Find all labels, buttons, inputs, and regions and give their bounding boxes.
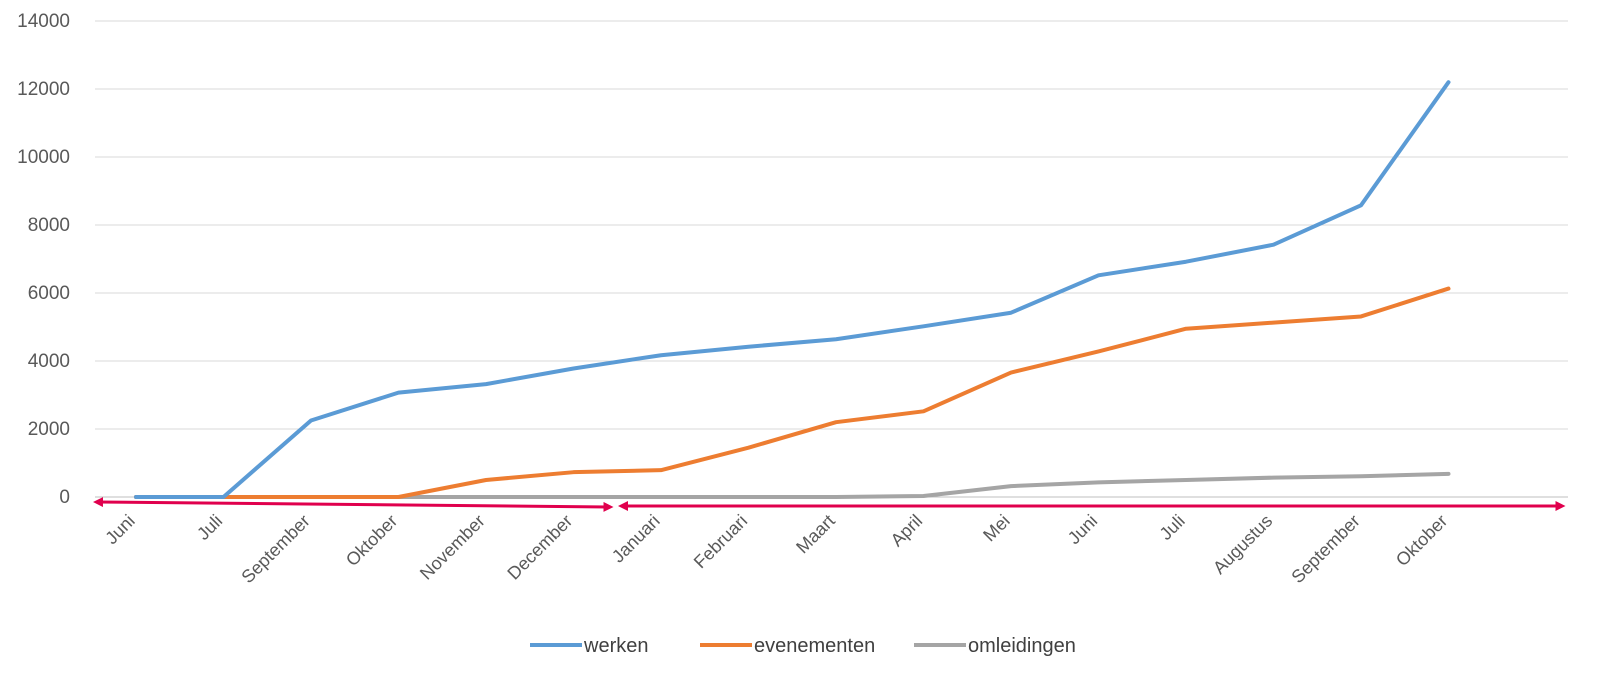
y-tick-label: 10000 [17, 147, 70, 168]
x-tick-label: November [416, 511, 489, 584]
y-tick-label: 14000 [17, 11, 70, 32]
legend-label-werken: werken [583, 635, 648, 657]
x-tick-label: Oktober [1392, 511, 1451, 570]
annotation-double-arrow [93, 497, 614, 512]
series-line-evenementen [134, 286, 1451, 499]
legend: werken evenementen omleidingen [530, 635, 1076, 657]
annotation-arrows [93, 497, 1566, 512]
series-lines [134, 80, 1451, 499]
grid-lines [95, 20, 1568, 498]
x-tick-label: Juli [1156, 511, 1189, 544]
y-axis: 0 2000 4000 6000 8000 10000 12000 14000 [17, 11, 70, 508]
y-tick-label: 4000 [28, 351, 70, 372]
y-tick-label: 12000 [17, 79, 70, 100]
x-tick-label: Juni [101, 511, 138, 548]
x-tick-label: September [237, 511, 313, 587]
series-line-omleidingen [134, 471, 1451, 499]
x-tick-label: Januari [608, 511, 664, 567]
y-tick-label: 0 [59, 487, 70, 508]
y-tick-label: 6000 [28, 283, 70, 304]
x-tick-label: Juli [193, 511, 226, 544]
series-line-werken [134, 80, 1451, 499]
x-tick-label: April [887, 511, 927, 551]
x-tick-label: Oktober [342, 511, 401, 570]
x-tick-label: Maart [792, 511, 839, 558]
x-tick-label: September [1287, 511, 1363, 587]
legend-label-evenementen: evenementen [754, 635, 875, 657]
x-tick-label: December [503, 511, 576, 584]
x-tick-label: Juni [1064, 511, 1101, 548]
y-tick-label: 8000 [28, 215, 70, 236]
x-tick-label: Augustus [1209, 511, 1276, 578]
y-tick-label: 2000 [28, 419, 70, 440]
x-tick-label: Februari [690, 511, 752, 573]
x-axis: Juni Juli September Oktober November December… [101, 511, 1451, 587]
legend-label-omleidingen: omleidingen [968, 635, 1076, 657]
x-tick-label: Mei [979, 511, 1014, 546]
